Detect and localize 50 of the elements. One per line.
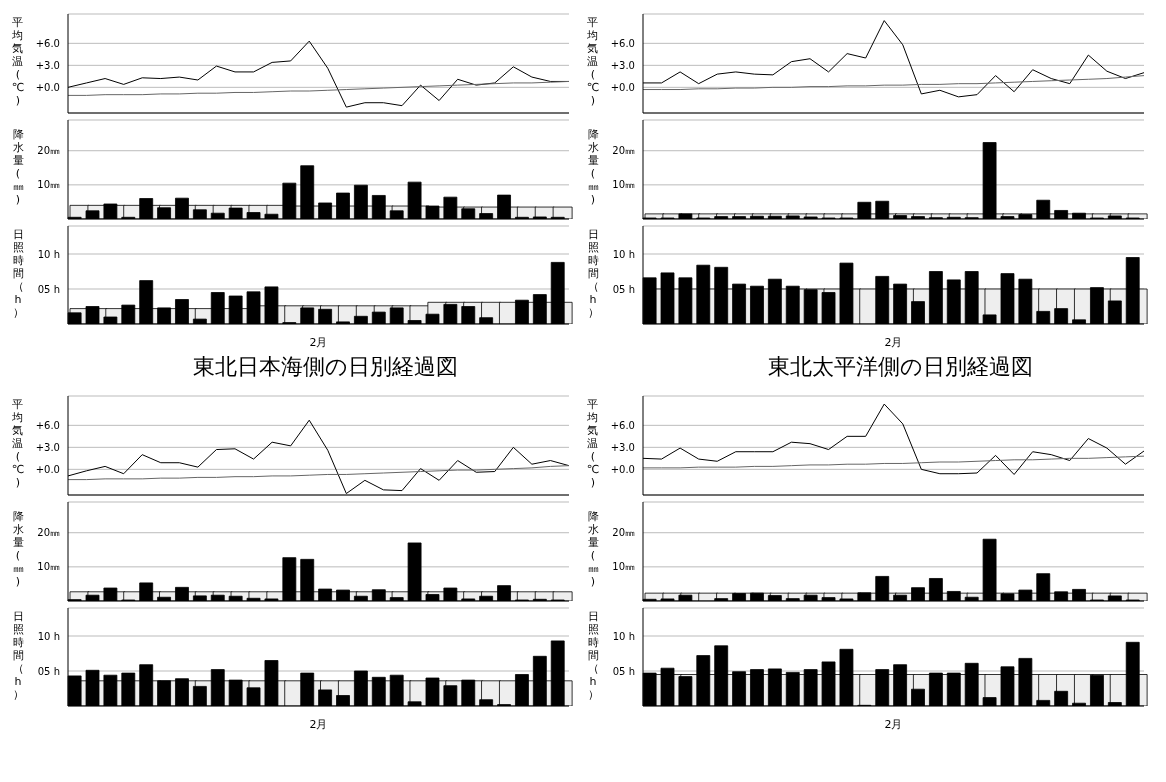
- y-tick-label: 10 h: [37, 630, 60, 642]
- y-tick-label: 05 h: [37, 283, 60, 295]
- line-series: [642, 75, 1145, 91]
- y-tick-label: +6.0: [610, 419, 635, 431]
- y-tick-label: +6.0: [35, 419, 60, 431]
- y-tick-label: +0.0: [610, 463, 635, 475]
- y-tick-label: 05 h: [612, 283, 635, 295]
- y-tick-label: +0.0: [610, 81, 635, 93]
- x-axis-title: 2月: [309, 336, 328, 349]
- y-tick-label: 20㎜: [37, 145, 60, 157]
- y-tick-label: 10 h: [612, 630, 635, 642]
- y-axis-title: 平均気温(℃): [586, 15, 600, 107]
- y-axis-title: 降水量(㎜): [12, 510, 24, 588]
- y-tick-label: 20㎜: [612, 527, 635, 539]
- y-tick-label: +0.0: [35, 463, 60, 475]
- x-axis-title: 2月: [884, 336, 903, 349]
- y-tick-label: 10 h: [37, 248, 60, 260]
- y-axis-title: 平均気温(℃): [11, 397, 25, 489]
- y-axis-title: 降水量(㎜): [587, 510, 599, 588]
- y-tick-label: +3.0: [610, 59, 635, 71]
- y-tick-label: 20㎜: [37, 527, 60, 539]
- y-tick-label: 05 h: [612, 665, 635, 677]
- y-tick-label: +6.0: [610, 37, 635, 49]
- text: 東北日本海側の日別経過図: [192, 353, 459, 381]
- y-tick-label: 10㎜: [37, 561, 60, 573]
- y-axis-title: 降水量(㎜): [12, 128, 24, 206]
- y-axis-title: 日照時間（h）: [12, 227, 24, 319]
- y-tick-label: +3.0: [35, 441, 60, 453]
- y-tick-label: +3.0: [35, 59, 60, 71]
- y-tick-label: 05 h: [37, 665, 60, 677]
- y-axis-title: 日照時間（h）: [587, 609, 599, 701]
- y-tick-label: 10㎜: [37, 179, 60, 191]
- line-series: [642, 455, 1145, 469]
- x-axis-title: 2月: [309, 718, 328, 731]
- y-tick-label: 10㎜: [612, 179, 635, 191]
- y-axis-title: 日照時間（h）: [12, 609, 24, 701]
- y-tick-label: +6.0: [35, 37, 60, 49]
- line-series: [67, 465, 570, 481]
- y-axis-title: 降水量(㎜): [587, 128, 599, 206]
- y-axis-title: 平均気温(℃): [586, 397, 600, 489]
- text: 東北太平洋側の日別経過図: [767, 353, 1034, 381]
- y-tick-label: +0.0: [35, 81, 60, 93]
- y-tick-label: 20㎜: [612, 145, 635, 157]
- y-tick-label: 10㎜: [612, 561, 635, 573]
- y-axis-title: 平均気温(℃): [11, 15, 25, 107]
- y-tick-label: +3.0: [610, 441, 635, 453]
- y-axis-title: 日照時間（h）: [587, 227, 599, 319]
- x-axis-title: 2月: [884, 718, 903, 731]
- y-tick-label: 10 h: [612, 248, 635, 260]
- line-series: [67, 80, 570, 96]
